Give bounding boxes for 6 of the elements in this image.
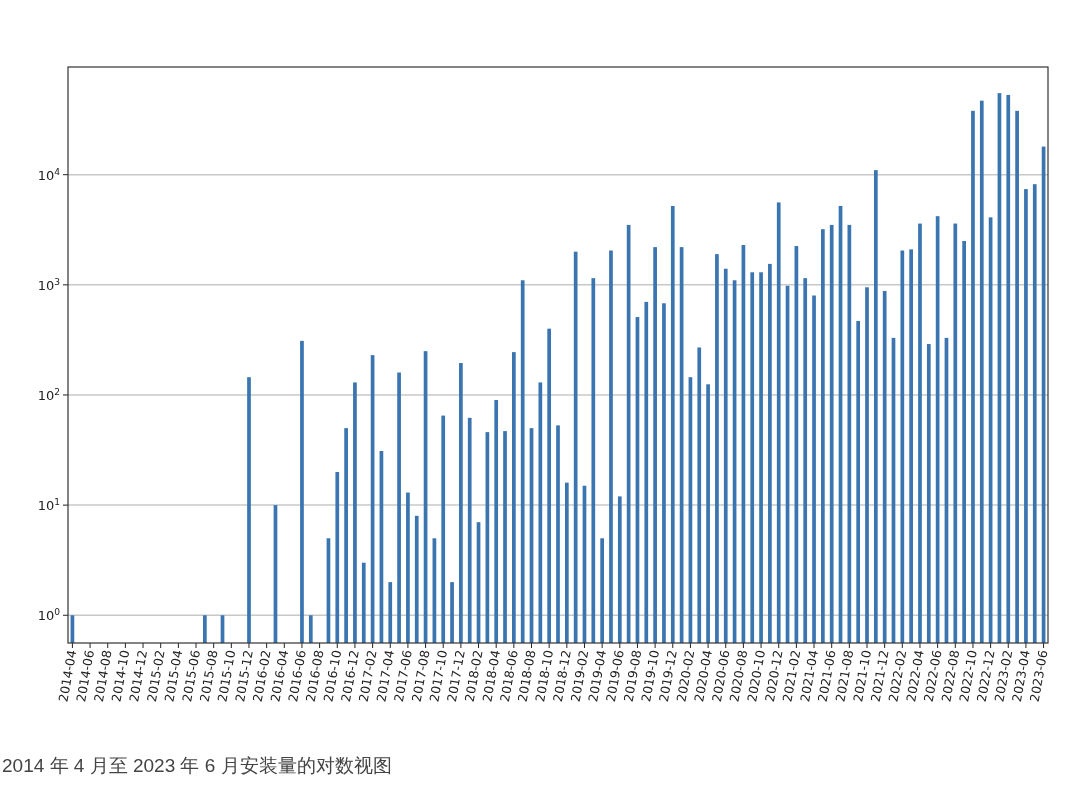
y-tick-label: 10$^{2}$ (37, 386, 60, 403)
y-tick-label: 10$^{0}$ (37, 607, 61, 624)
y-tick-label: 10$^{4}$ (37, 166, 61, 183)
y-tick-label: 10$^{3}$ (37, 276, 61, 293)
text: 2014 年 4 月至 2023 年 6 月安装量的对数视图 (2, 755, 392, 776)
y-tick-label: 10$^{1}$ (37, 497, 60, 514)
